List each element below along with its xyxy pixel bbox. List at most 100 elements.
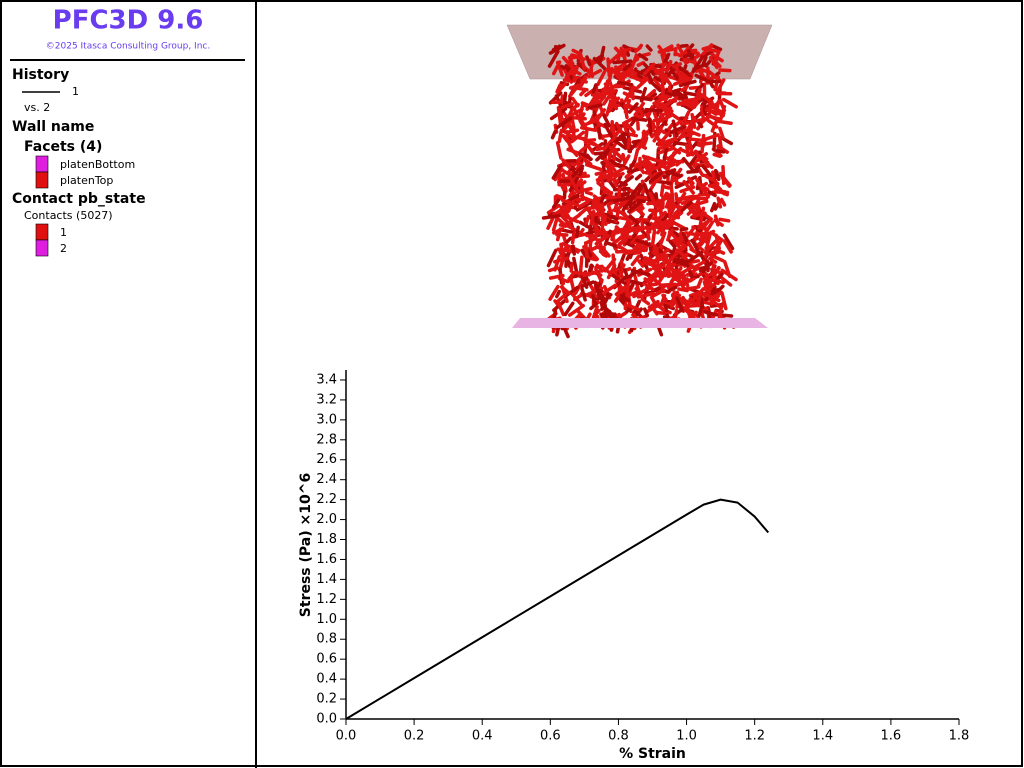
particle (721, 97, 738, 109)
particle (672, 62, 683, 69)
particle (599, 193, 606, 204)
particle (571, 48, 581, 56)
facet-name: platenBottom (60, 158, 135, 171)
particle (628, 214, 639, 224)
particle (585, 55, 592, 67)
particle (622, 154, 631, 166)
particle (651, 207, 661, 215)
particle (710, 117, 720, 133)
particle (700, 183, 710, 199)
history-vs: vs. 2 (24, 101, 50, 114)
particle (680, 84, 689, 93)
particle (718, 171, 732, 188)
particle (661, 95, 679, 109)
particle (670, 267, 681, 275)
particle (621, 194, 636, 212)
particle (607, 149, 613, 162)
particle (664, 193, 673, 209)
particle (551, 198, 561, 209)
particle (628, 203, 644, 215)
particle (594, 206, 603, 216)
particle (669, 124, 686, 135)
particle (709, 43, 723, 52)
particle (578, 151, 593, 161)
particle (688, 59, 698, 65)
particle (722, 239, 733, 254)
particle (626, 303, 641, 312)
particle (675, 158, 685, 167)
y-axis-label: Stress (Pa) ×10^6 (298, 473, 314, 617)
particle (627, 103, 644, 115)
y-tick-label: 1.0 (316, 612, 337, 627)
particle (617, 187, 622, 201)
platen-bottom (512, 318, 768, 328)
particle (559, 273, 566, 286)
particle (648, 171, 664, 183)
particle (551, 206, 566, 218)
particle (603, 122, 614, 139)
y-tick-label: 2.6 (316, 452, 337, 467)
y-tick-label: 1.8 (316, 532, 337, 547)
particle (560, 102, 574, 110)
particle (561, 158, 572, 169)
particle (715, 100, 721, 109)
particle (567, 303, 585, 317)
particle (676, 64, 693, 78)
particle (713, 214, 720, 227)
particle (692, 233, 700, 243)
particle-view (506, 24, 773, 339)
particle (671, 87, 682, 94)
state-name: 1 (60, 226, 67, 239)
particle (642, 62, 656, 76)
particle (710, 298, 722, 309)
particle (594, 233, 610, 246)
particle (588, 113, 602, 124)
particle (573, 278, 585, 295)
particle (664, 158, 677, 171)
particle (700, 309, 718, 317)
history-item: 1 (72, 85, 79, 98)
particle (657, 191, 669, 209)
particle (577, 103, 585, 120)
particle (619, 135, 633, 154)
particle (558, 249, 565, 258)
particle (589, 302, 599, 311)
particle (630, 116, 648, 122)
particle (586, 248, 593, 258)
particle (716, 78, 726, 93)
particle (694, 150, 701, 159)
particle (574, 178, 584, 189)
particle (593, 212, 606, 217)
particle (707, 277, 726, 285)
particle (668, 239, 677, 249)
particle (619, 47, 632, 53)
particle (641, 154, 659, 163)
particle (599, 245, 611, 258)
y-tick-label: 0.4 (316, 672, 337, 687)
particle (608, 145, 625, 161)
particle (564, 236, 572, 245)
y-tick-label: 3.4 (316, 372, 337, 387)
particle (679, 120, 691, 126)
particle (692, 196, 709, 201)
particle (568, 83, 583, 90)
particle (717, 135, 723, 149)
y-tick-label: 3.0 (316, 412, 337, 427)
particle (683, 231, 697, 236)
particle (623, 124, 629, 134)
particle (622, 91, 634, 99)
particle (574, 271, 590, 276)
particle (596, 70, 607, 87)
particle (675, 89, 685, 98)
particle (649, 295, 659, 308)
particle (570, 244, 577, 256)
particle (572, 107, 580, 119)
particle (635, 184, 644, 199)
particle (658, 231, 667, 249)
particle (591, 294, 597, 304)
particle (630, 254, 641, 267)
facet-swatch (35, 171, 49, 189)
copyright: ©2025 Itasca Consulting Group, Inc. (46, 42, 210, 52)
particle (668, 229, 679, 241)
